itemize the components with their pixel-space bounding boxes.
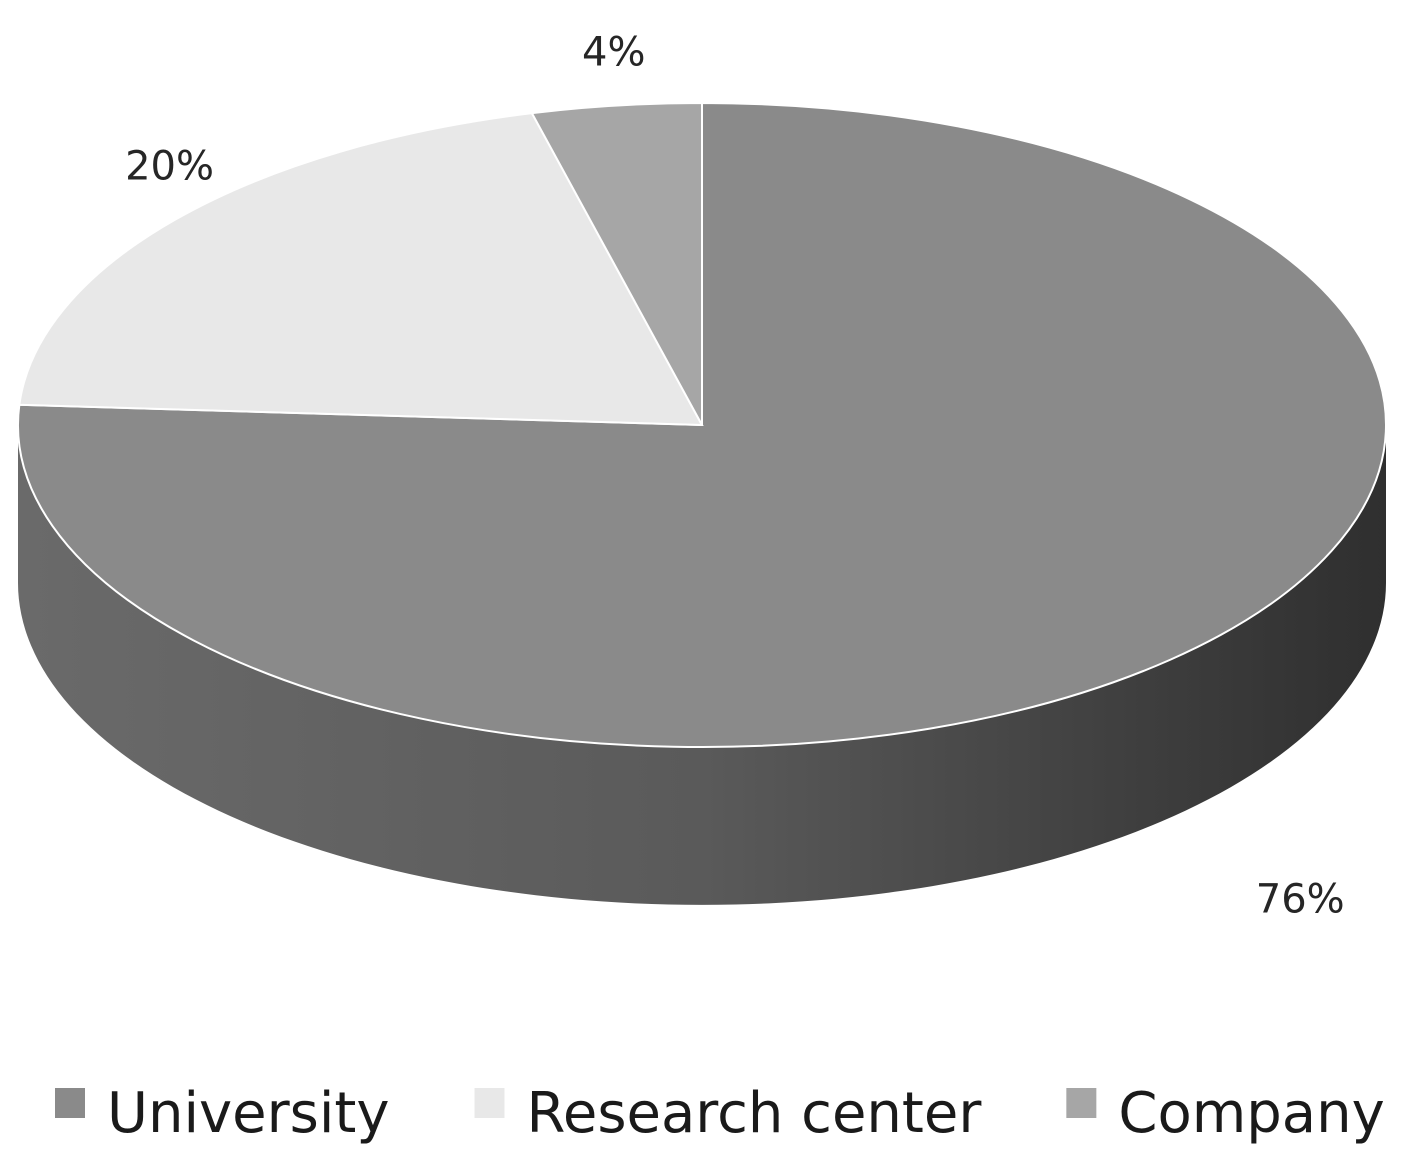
pie-slice-research-center <box>18 112 704 427</box>
data-label-company: 4% <box>582 30 645 76</box>
data-labels: 76% 20% 4% <box>125 30 1345 923</box>
legend-swatch-company <box>1066 1088 1097 1118</box>
pie-slice-company <box>530 101 703 426</box>
legend-label-university: University <box>107 1081 390 1146</box>
legend-label-research-center: Research center <box>527 1081 983 1146</box>
legend-swatch-research-center <box>474 1088 505 1118</box>
pie-tops <box>17 101 1387 748</box>
data-label-university: 76% <box>1256 877 1345 923</box>
pie-slice-university <box>17 101 1387 748</box>
data-label-research-center: 20% <box>125 144 214 190</box>
legend-label-company: Company <box>1118 1081 1384 1146</box>
legend-swatch-university <box>55 1088 85 1118</box>
pie-sides <box>18 425 1386 905</box>
pie-side-wall <box>18 425 1386 905</box>
legend: University Research center Company <box>55 1081 1385 1146</box>
